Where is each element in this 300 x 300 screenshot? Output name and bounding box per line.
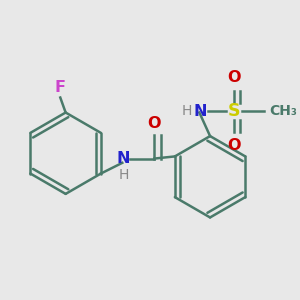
Text: H: H xyxy=(181,104,192,118)
Text: N: N xyxy=(117,151,130,166)
Text: F: F xyxy=(55,80,66,95)
Text: O: O xyxy=(227,70,240,85)
Text: N: N xyxy=(194,104,207,119)
Text: CH₃: CH₃ xyxy=(269,104,297,118)
Text: O: O xyxy=(148,116,161,131)
Text: O: O xyxy=(227,138,240,153)
Text: S: S xyxy=(227,103,240,121)
Text: H: H xyxy=(118,168,128,182)
